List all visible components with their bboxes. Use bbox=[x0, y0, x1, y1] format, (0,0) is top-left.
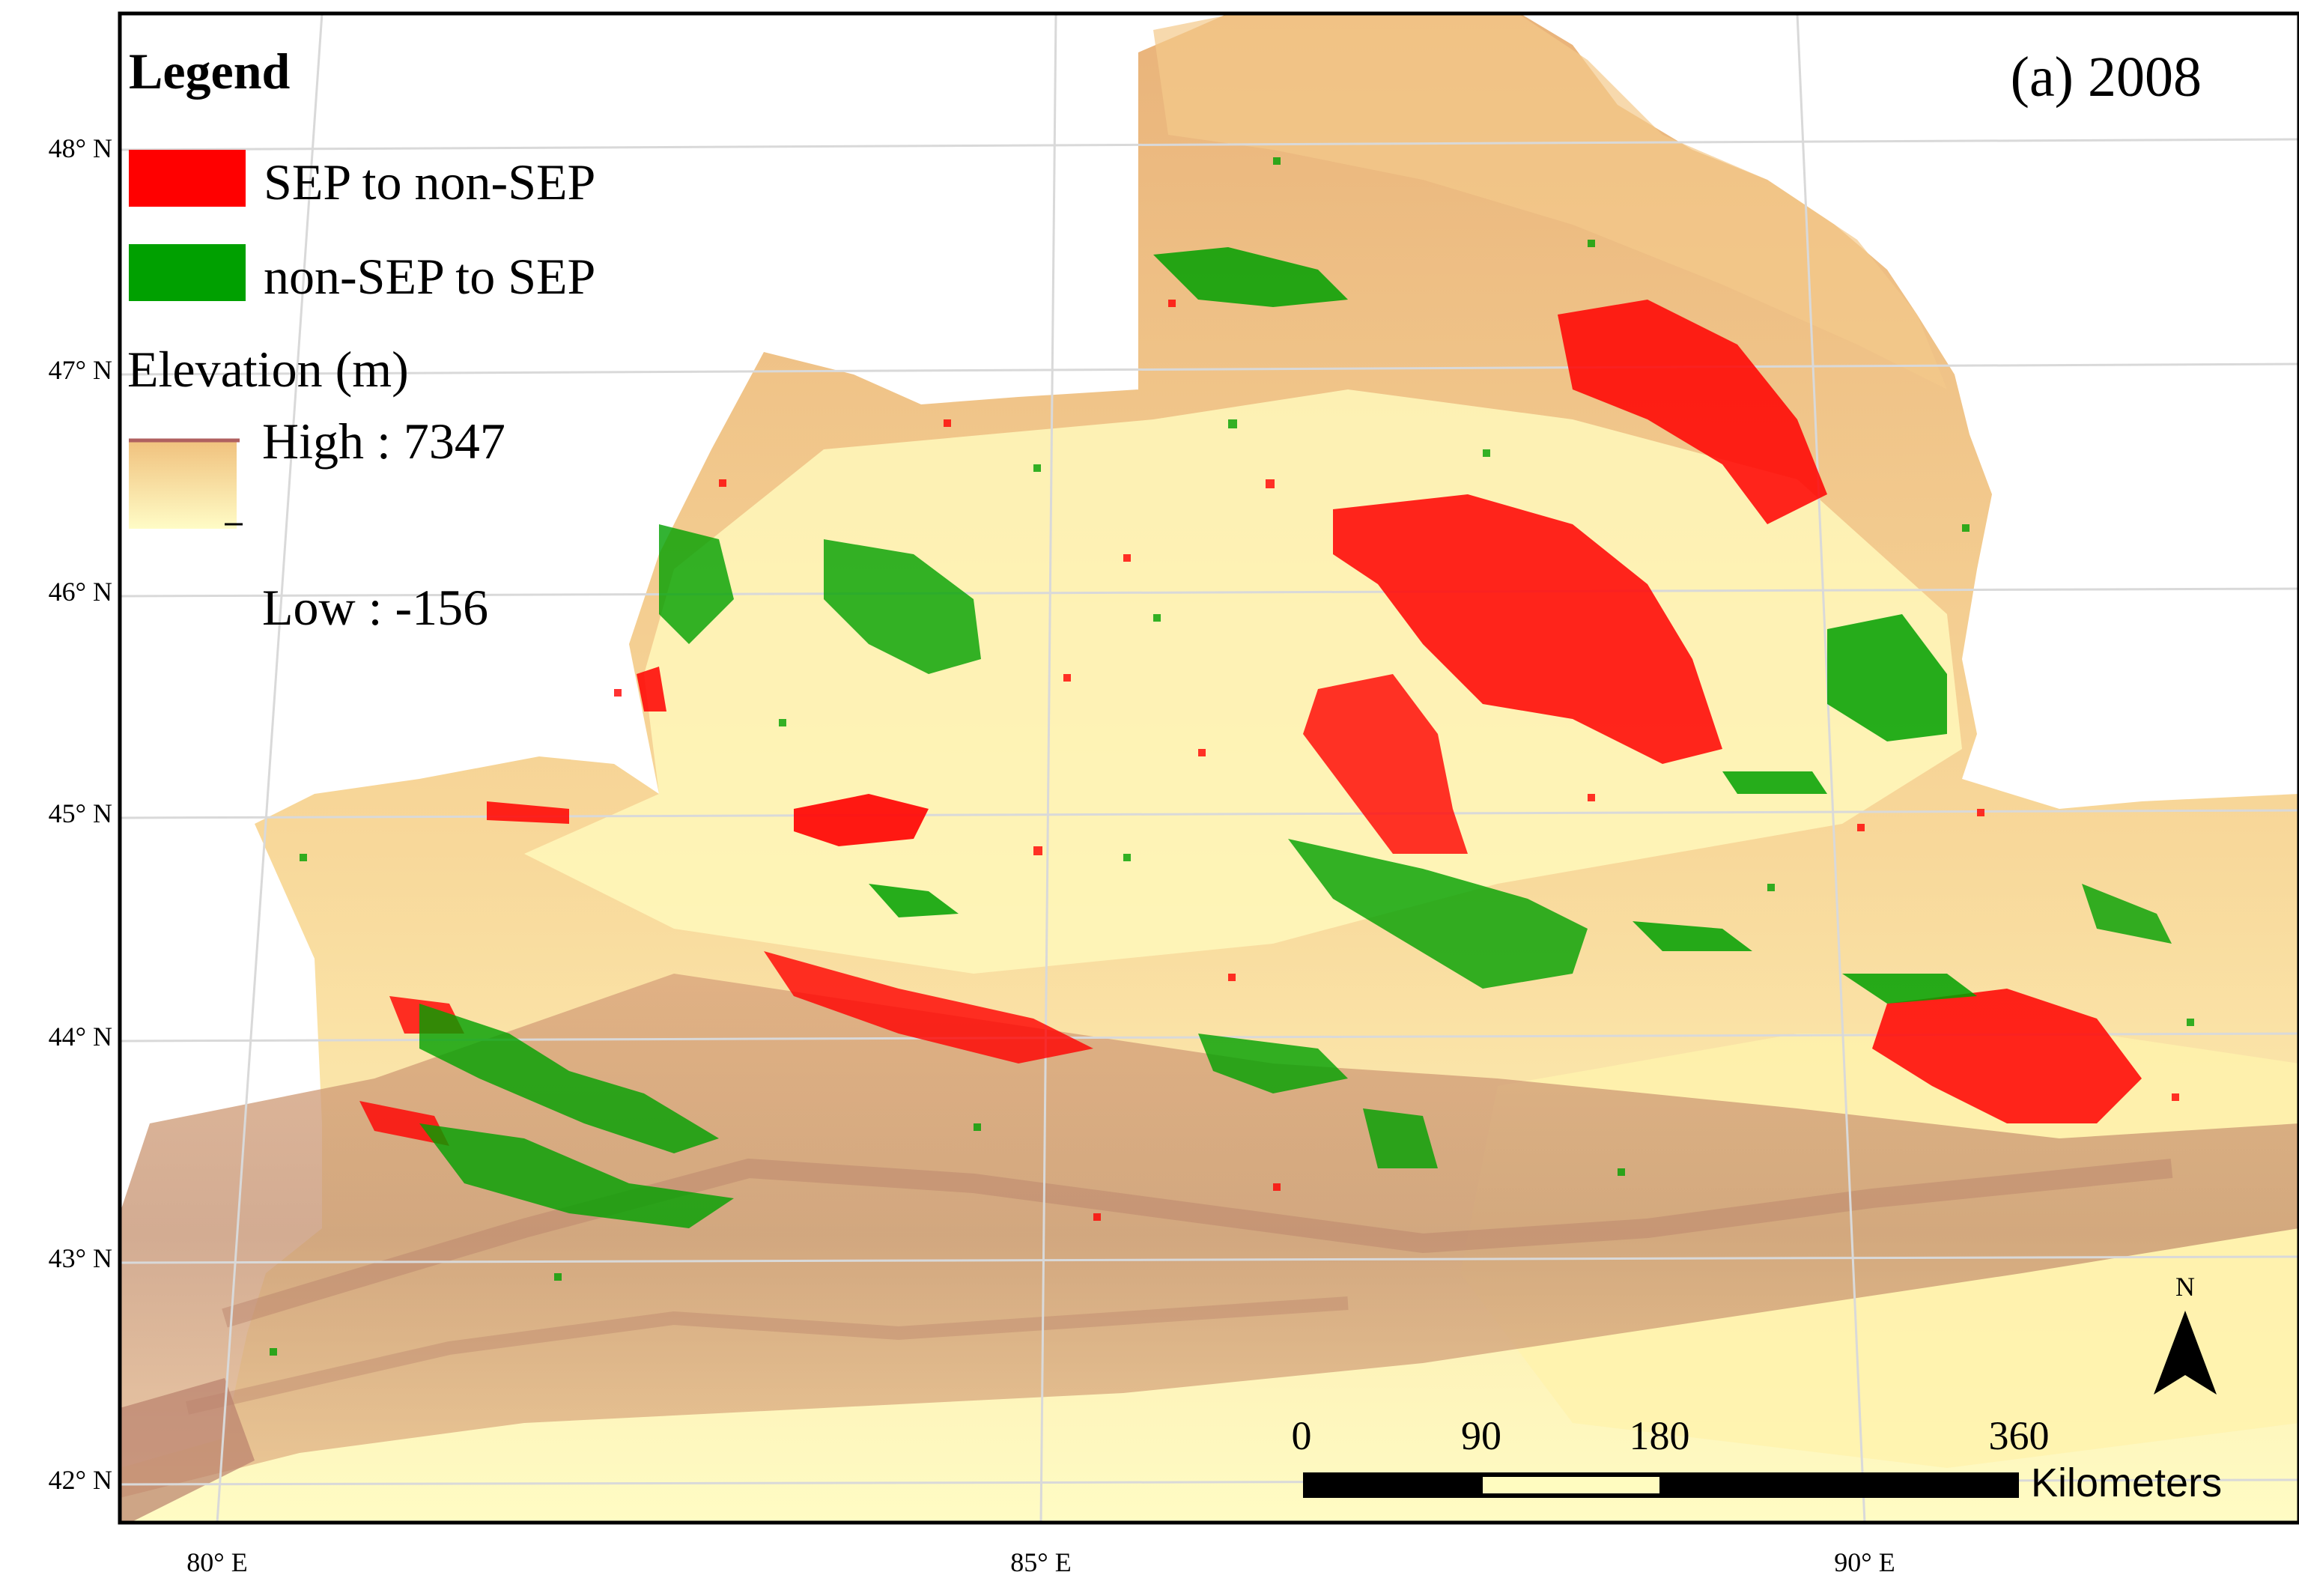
legend-elevation-high: High : 7347 bbox=[262, 413, 505, 470]
lon-label-85: 85° E bbox=[1010, 1547, 1071, 1577]
legend: Legend SEP to non-SEP non-SEP to SEP Ele… bbox=[127, 43, 595, 636]
legend-swatch-sep-loss bbox=[129, 150, 246, 207]
panel-label: (a) 2008 bbox=[2011, 46, 2202, 109]
lat-label-48: 48° N bbox=[49, 133, 112, 163]
scale-tick-0: 0 bbox=[1292, 1413, 1312, 1458]
scale-tick-90: 90 bbox=[1461, 1413, 1501, 1458]
longitude-labels: 80° E 85° E 90° E bbox=[186, 1547, 1895, 1577]
lat-label-42: 42° N bbox=[49, 1465, 112, 1495]
lat-label-44: 44° N bbox=[49, 1022, 112, 1052]
legend-title: Legend bbox=[129, 43, 291, 100]
change-speckles-red bbox=[614, 300, 2179, 1221]
change-speckles-green bbox=[270, 157, 2194, 1356]
legend-elevation-ramp bbox=[129, 439, 237, 529]
north-arrow-icon bbox=[2154, 1311, 2185, 1395]
latitude-labels: 48° N 47° N 46° N 45° N 44° N 43° N 42° … bbox=[49, 133, 112, 1495]
legend-label-sep-loss: SEP to non-SEP bbox=[264, 154, 595, 210]
legend-elevation-low: Low : -156 bbox=[262, 579, 488, 636]
tianshan-range bbox=[120, 974, 2299, 1498]
legend-label-sep-gain: non-SEP to SEP bbox=[264, 248, 595, 305]
scale-bar: 0 90 180 360 Kilometers bbox=[1292, 1413, 2223, 1505]
lat-label-46: 46° N bbox=[49, 577, 112, 607]
north-arrow: N bbox=[2154, 1272, 2217, 1395]
scale-tick-360: 360 bbox=[1989, 1413, 2050, 1458]
legend-swatch-sep-gain bbox=[129, 244, 246, 301]
north-arrow-label: N bbox=[2175, 1272, 2195, 1302]
map-neatline bbox=[118, 11, 2299, 1525]
sep-loss-clusters bbox=[359, 300, 2142, 1146]
lat-label-45: 45° N bbox=[49, 798, 112, 828]
altai-highlands bbox=[1153, 15, 1947, 389]
sep-gain-clusters bbox=[419, 247, 2172, 1228]
legend-elevation-title: Elevation (m) bbox=[127, 341, 409, 398]
southwest-highlands bbox=[120, 1378, 255, 1523]
scale-unit: Kilometers bbox=[2031, 1460, 2222, 1505]
lat-label-43: 43° N bbox=[49, 1243, 112, 1273]
scale-tick-180: 180 bbox=[1630, 1413, 1690, 1458]
lat-label-47: 47° N bbox=[49, 355, 112, 385]
lon-label-90: 90° E bbox=[1834, 1547, 1895, 1577]
lon-label-80: 80° E bbox=[186, 1547, 247, 1577]
